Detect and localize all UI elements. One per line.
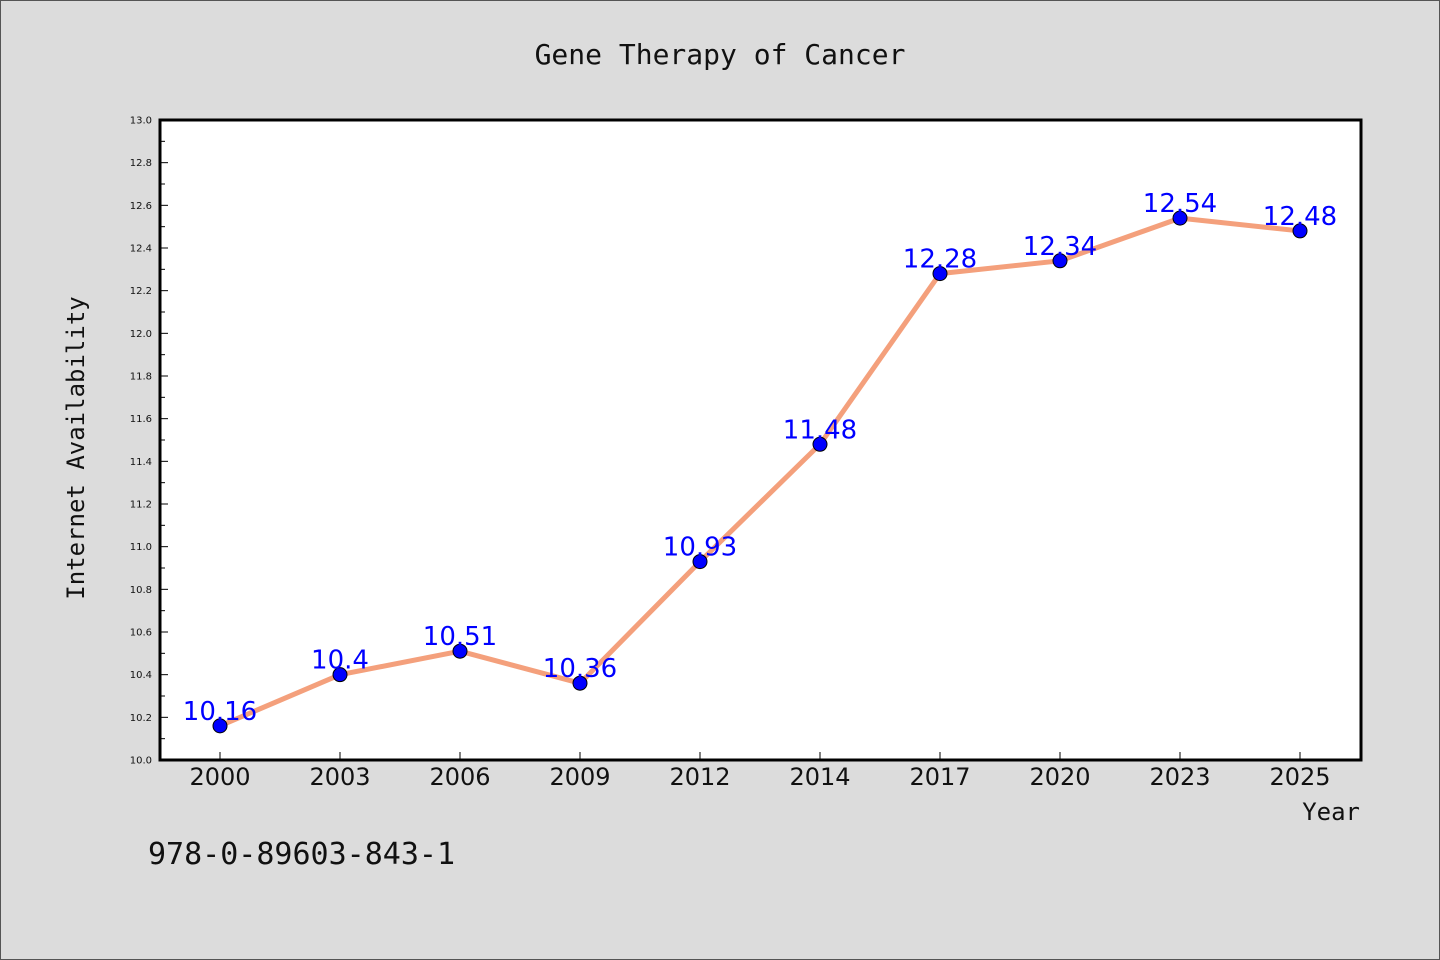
- y-tick-label: 11.6: [130, 414, 152, 425]
- x-tick-label: 2012: [669, 763, 730, 791]
- y-tick-label: 12.8: [130, 158, 152, 169]
- y-tick-label: 12.2: [130, 286, 152, 297]
- x-axis-label: Year: [1302, 798, 1360, 826]
- data-label: 12.34: [1023, 232, 1097, 262]
- y-axis: 10.0 10.2 10.4 10.6 10.8 11.0 11.2 11.4 11.6 11.8…: [130, 116, 168, 767]
- data-label: 12.28: [903, 245, 977, 275]
- y-tick-label: 11.2: [130, 500, 152, 511]
- data-point: [932, 266, 948, 282]
- y-tick-label: 10.4: [130, 670, 152, 681]
- y-tick-label: 10.8: [130, 585, 152, 596]
- data-label: 10.51: [423, 622, 497, 652]
- data-point: [1292, 223, 1308, 239]
- x-tick-label: 2003: [309, 763, 370, 791]
- y-tick-label: 11.8: [130, 372, 152, 383]
- y-tick-label: 10.2: [130, 713, 152, 724]
- data-point: [452, 643, 468, 659]
- data-label: 11.48: [783, 415, 857, 445]
- y-tick-label: 12.0: [130, 329, 152, 340]
- x-axis: 2000 2003 2006 2009 2012 2014 2017 2020 2023 2025: [189, 752, 1331, 791]
- x-tick-label: 2006: [429, 763, 490, 791]
- y-tick-label: 12.4: [130, 244, 152, 255]
- y-tick-label: 13.0: [130, 116, 152, 127]
- y-tick-label: 11.0: [130, 542, 152, 553]
- data-label: 10.16: [183, 697, 257, 727]
- x-tick-label: 2020: [1029, 763, 1090, 791]
- data-point: [812, 436, 828, 452]
- chart-title: Gene Therapy of Cancer: [535, 38, 906, 71]
- y-tick-label: 10.6: [130, 628, 152, 639]
- x-tick-label: 2014: [789, 763, 850, 791]
- x-tick-label: 2025: [1269, 763, 1330, 791]
- data-point: [212, 718, 228, 734]
- data-point: [692, 554, 708, 570]
- data-point: [1052, 253, 1068, 269]
- y-tick-label: 12.6: [130, 201, 152, 212]
- data-label: 12.48: [1263, 202, 1337, 232]
- footer-text: 978-0-89603-843-1: [148, 837, 455, 872]
- y-tick-label: 10.0: [130, 756, 152, 767]
- x-tick-label: 2023: [1149, 763, 1210, 791]
- data-label: 10.93: [663, 533, 737, 563]
- data-label: 10.4: [311, 646, 369, 676]
- data-label: 12.54: [1143, 189, 1217, 219]
- y-axis-label: Internet Availability: [62, 296, 90, 599]
- x-tick-label: 2000: [189, 763, 250, 791]
- series-line: [219, 215, 1301, 729]
- data-label: 10.36: [543, 654, 617, 684]
- x-tick-label: 2017: [909, 763, 970, 791]
- y-tick-label: 11.4: [130, 457, 152, 468]
- data-point: [332, 667, 348, 683]
- data-point: [1172, 210, 1188, 226]
- data-point: [572, 675, 588, 691]
- x-tick-label: 2009: [549, 763, 610, 791]
- series-line-group: 10.16 10.4 10.51 10.36 10.93 11.48 12.28 12.34 1…: [183, 189, 1337, 734]
